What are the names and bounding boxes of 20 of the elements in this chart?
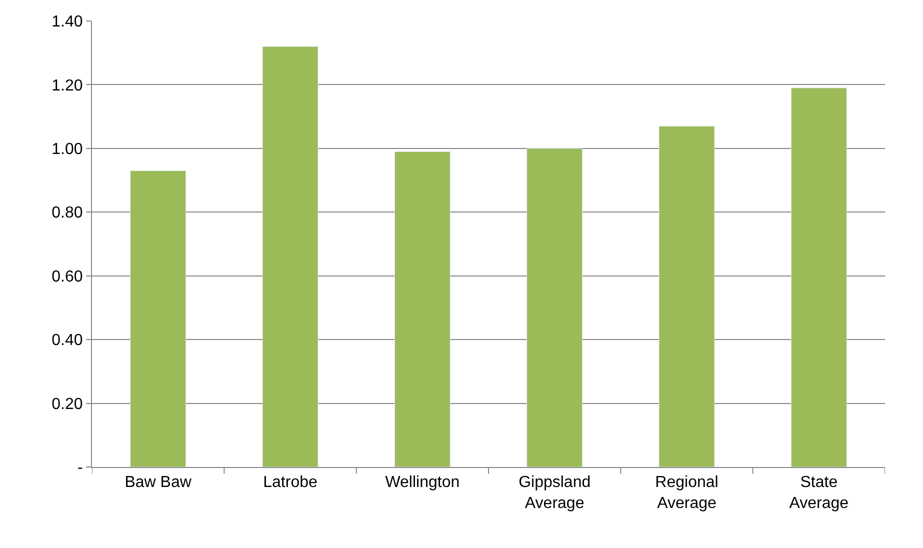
bar bbox=[262, 46, 318, 467]
bar bbox=[658, 126, 715, 467]
x-tick-label: State Average bbox=[789, 474, 849, 512]
x-tick-label: Latrobe bbox=[263, 474, 318, 492]
x-tick-label: Wellington bbox=[385, 474, 460, 492]
y-tick-label: 0.20 bbox=[52, 396, 83, 413]
y-tick-label: 0.40 bbox=[52, 332, 83, 350]
y-tick-label: 0.60 bbox=[52, 268, 83, 286]
bar bbox=[130, 170, 186, 467]
bar bbox=[394, 151, 450, 467]
y-tick-label: - bbox=[77, 460, 83, 477]
y-tick-label: 0.80 bbox=[52, 204, 83, 222]
bar bbox=[526, 148, 583, 467]
y-tick-label: 1.20 bbox=[52, 77, 83, 94]
y-tick-label: 1.40 bbox=[52, 14, 83, 31]
x-tick-label: Regional Average bbox=[655, 474, 718, 512]
bar bbox=[790, 88, 847, 467]
y-tick-label: 1.00 bbox=[52, 141, 83, 158]
x-tick-label: Gippsland Average bbox=[518, 474, 591, 512]
x-tick-label: Baw Baw bbox=[124, 474, 192, 492]
